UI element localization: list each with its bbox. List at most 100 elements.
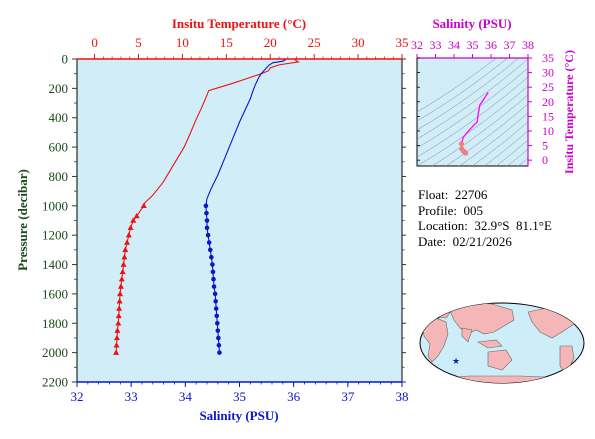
float-id: Float: 22706	[418, 187, 488, 202]
temperature-point	[122, 246, 129, 253]
temperature-tick-label: 0	[91, 35, 98, 50]
ts-temperature-tick-label: 0	[542, 153, 548, 167]
salinity-point	[214, 320, 220, 326]
ts-temperature-tick-label: 20	[542, 95, 554, 109]
salinity-point	[207, 247, 213, 253]
salinity-point	[211, 284, 217, 289]
density-contour	[431, 94, 528, 166]
temperature-point	[119, 268, 126, 275]
ts-salinity-tick-label: 35	[467, 38, 479, 52]
ts-salinity-tick-label: 33	[430, 38, 442, 52]
salinity-point	[216, 335, 221, 341]
temperature-point	[113, 342, 120, 348]
temperature-point	[117, 283, 124, 289]
temperature-point	[113, 349, 120, 355]
temperature-tick-label: 30	[352, 35, 365, 50]
pressure-tick-label: 1000	[42, 198, 68, 213]
temperature-point	[117, 290, 124, 297]
profile-date: Date: 02/21/2026	[418, 233, 512, 249]
ts-point	[458, 141, 464, 147]
salinity-point	[210, 262, 215, 267]
pressure-tick-label: 1400	[42, 257, 68, 272]
density-contour	[459, 112, 528, 166]
temperature-point	[125, 231, 132, 238]
indonesia-shape	[477, 339, 503, 349]
density-contour	[417, 76, 528, 158]
pressure-axis: 0 200 400 600 800 1000 1200 1400 1600 1800 2000 220…	[42, 52, 77, 390]
salinity-point	[213, 306, 219, 311]
pressure-tick-label: 1800	[42, 316, 68, 331]
pressure-tick-label: 2000	[42, 345, 68, 360]
profile-chart: 0 5 10 15 20 25 30 35 32 33 34 35 36 37 38 0 200 400 600…	[15, 16, 409, 423]
salinity-axis-label: Salinity (PSU)	[199, 408, 278, 423]
density-contour	[445, 103, 528, 166]
temperature-point	[127, 224, 134, 231]
salinity-point	[203, 203, 209, 209]
salinity-point	[204, 210, 209, 216]
temperature-axis-label: Insitu Temperature (°C)	[172, 16, 306, 31]
salinity-point	[212, 291, 218, 297]
pressure-tick-label: 200	[49, 81, 69, 96]
ts-temperature-axis-label: Insitu Temperature (°C)	[562, 50, 576, 174]
temperature-point	[118, 276, 125, 282]
density-contour	[417, 67, 528, 149]
pressure-tick-label: 1200	[42, 228, 68, 243]
salinity-tick-label: 34	[179, 389, 193, 404]
world-map: ★	[419, 302, 585, 384]
salinity-point	[213, 298, 218, 304]
salinity-tick-label: 37	[341, 389, 355, 404]
salinity-tick-label: 35	[233, 389, 246, 404]
float-location: Location: 32.9°S 81.1°E	[418, 218, 552, 233]
salinity-point	[204, 218, 210, 223]
temperature-point	[140, 202, 147, 209]
pressure-axis-label: Pressure (decibar)	[15, 169, 30, 271]
profile-series	[113, 59, 300, 355]
temperature-tick-label: 5	[135, 35, 142, 50]
temperature-point	[130, 217, 137, 223]
temperature-point	[121, 254, 128, 260]
salinity-tick-label: 38	[396, 389, 409, 404]
density-contour	[507, 148, 528, 166]
float-info: Float: 22706 Profile: 005 Location: 32.9…	[418, 187, 552, 249]
temperature-point	[116, 305, 123, 311]
density-contour	[417, 58, 497, 113]
density-contour	[495, 139, 528, 166]
salinity-point	[216, 342, 222, 348]
temperature-point	[113, 334, 120, 341]
salinity-point	[204, 225, 210, 231]
density-contour	[417, 85, 528, 166]
ts-temperature-tick-label: 10	[542, 124, 554, 138]
temperature-tick-label: 25	[308, 35, 321, 50]
temperature-point	[115, 312, 122, 319]
temperature-point	[133, 212, 140, 219]
profile-number: Profile: 005	[418, 202, 483, 218]
ts-salinity-tick-label: 32	[411, 38, 423, 52]
salinity-point	[206, 240, 212, 245]
temperature-point	[124, 239, 131, 245]
salinity-point	[210, 269, 216, 275]
asia-shape	[447, 303, 515, 335]
pressure-tick-label: 2200	[42, 375, 68, 390]
ts-temperature-tick-label: 15	[542, 109, 554, 123]
density-contour	[417, 58, 528, 140]
density-contour	[484, 130, 528, 166]
salinity-axis: 32 33 34 35 36 37 38	[71, 381, 409, 404]
temperature-axis: 0 5 10 15 20 25 30 35	[77, 35, 409, 60]
temperature-point	[116, 298, 123, 304]
salinity-point	[217, 350, 222, 355]
ts-point	[463, 150, 469, 156]
profile-plot-area	[76, 58, 403, 383]
density-contours	[417, 58, 528, 166]
salinity-point	[209, 254, 214, 260]
temperature-tick-label: 10	[176, 35, 189, 50]
india-shape	[461, 327, 473, 343]
ts-salinity-axis: 32 33 34 35 36 37 38	[411, 38, 534, 59]
salinity-tick-label: 33	[125, 389, 138, 404]
density-contour	[471, 121, 528, 166]
float-location-star: ★	[452, 357, 460, 367]
pressure-tick-label: 1600	[42, 286, 68, 301]
density-contour	[417, 58, 508, 122]
